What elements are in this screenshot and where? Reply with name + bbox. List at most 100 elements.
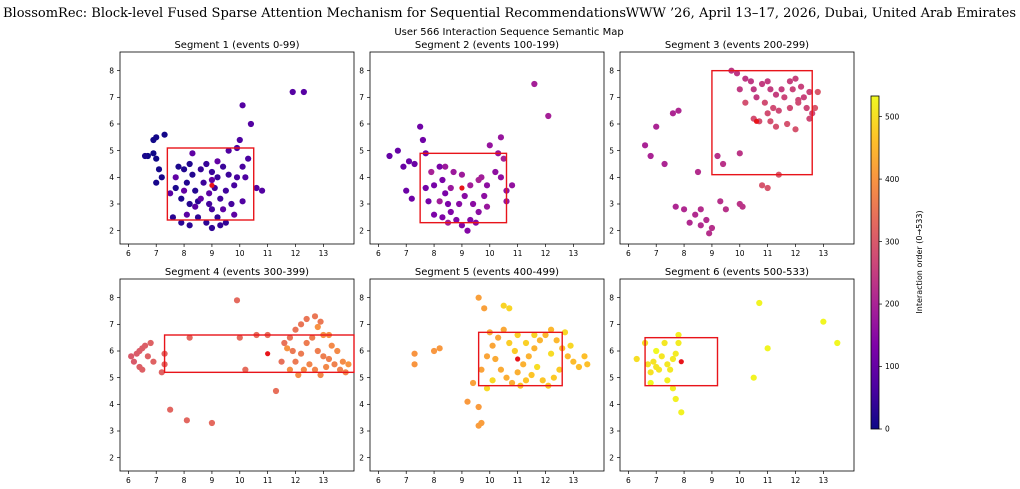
scatter-point (206, 190, 213, 197)
focus-box (711, 69, 813, 176)
scatter-point (320, 353, 327, 360)
scatter-point (669, 355, 677, 363)
scatter-point (303, 339, 310, 347)
scatter-point (183, 417, 190, 424)
scatter-point (567, 342, 574, 349)
scatter-point (331, 361, 338, 368)
scatter-point (792, 126, 799, 133)
scatter-point (233, 297, 241, 304)
scatter-point (497, 366, 505, 373)
scatter-point (386, 152, 393, 160)
scatter-point (739, 203, 746, 210)
scatter-point (661, 160, 668, 168)
y-tick-label: 6 (359, 347, 364, 356)
scatter-point (323, 363, 330, 371)
scatter-point (564, 353, 571, 360)
scatter-point (483, 182, 491, 189)
scatter-point (467, 182, 474, 189)
scatter-point (489, 377, 496, 384)
scatter-point (834, 339, 841, 347)
scatter-point (247, 120, 255, 128)
scatter-point (561, 329, 569, 336)
scatter-point (334, 347, 341, 355)
scatter-point (481, 305, 488, 312)
scatter-point (231, 211, 238, 218)
scatter-point (303, 315, 310, 323)
scatter-point (172, 184, 179, 192)
panel-title: Segment 5 (events 400-499) (415, 267, 559, 278)
scatter-point (408, 195, 415, 202)
x-tick-label: 13 (819, 476, 829, 485)
x-tick-label: 12 (791, 249, 801, 258)
scatter-point (647, 379, 654, 387)
scatter-point (756, 299, 763, 307)
colorbar-tick-label: 300 (885, 237, 900, 246)
y-tick-label: 5 (609, 373, 614, 382)
scatter-point (458, 171, 466, 178)
x-tick-label: 8 (432, 249, 437, 258)
scatter-point (411, 160, 418, 168)
scatter-point (522, 339, 530, 347)
x-tick-label: 8 (182, 476, 187, 485)
y-tick-label: 3 (359, 427, 364, 436)
scatter-point (478, 419, 485, 427)
panel-title: Segment 1 (events 0-99) (174, 40, 299, 51)
scatter-point (678, 409, 685, 416)
scatter-point (225, 171, 232, 178)
centroid-marker (209, 182, 215, 188)
panel-title: Segment 4 (events 300-399) (165, 267, 309, 278)
y-tick-label: 4 (359, 400, 364, 409)
figure-suptitle: User 566 Interaction Sequence Semantic M… (394, 27, 623, 38)
scatter-point (141, 342, 149, 349)
scatter-panel-5: Segment 5 (events 400-499) 6 7 8 9 10 11 12 13 2 3… (359, 267, 605, 485)
scatter-point (458, 222, 466, 229)
plot-frame (369, 278, 605, 472)
centroid-marker (459, 185, 465, 191)
x-tick-label: 11 (513, 476, 523, 485)
plot-frame (119, 278, 355, 472)
scatter-point (208, 206, 216, 213)
scatter-point (653, 123, 660, 130)
x-tick-label: 12 (541, 476, 551, 485)
y-tick-label: 8 (109, 293, 114, 302)
y-tick-label: 4 (609, 173, 614, 182)
scatter-point (436, 198, 443, 205)
focus-box (477, 331, 563, 387)
scatter-point (800, 94, 807, 101)
scatter-point (786, 104, 794, 112)
scatter-point (641, 142, 649, 149)
scatter-point (147, 339, 154, 347)
scatter-point (697, 222, 704, 229)
scatter-point (286, 366, 294, 373)
scatter-panel-3: Segment 3 (events 200-299) 6 7 8 9 10 11 12 13 2 3… (609, 40, 855, 258)
scatter-point (219, 163, 227, 170)
running-header-venue: WWW ’26, April 13–17, 2026, Dubai, Unite… (625, 6, 1016, 21)
scatter-point (508, 182, 516, 189)
scatter-point (747, 78, 755, 85)
scatter-point (772, 123, 780, 130)
scatter-point (806, 115, 813, 122)
scatter-point (753, 94, 760, 101)
scatter-point (650, 358, 657, 365)
scatter-point (511, 347, 518, 355)
scatter-point (231, 182, 238, 189)
scatter-point (764, 345, 771, 352)
x-tick-label: 12 (291, 249, 301, 258)
scatter-point (475, 208, 482, 216)
scatter-point (534, 363, 541, 371)
y-tick-label: 8 (609, 66, 614, 75)
scatter-point (647, 152, 654, 160)
y-tick-label: 3 (109, 200, 114, 209)
x-tick-label: 10 (735, 249, 745, 258)
scatter-point (442, 190, 449, 197)
scatter-point (481, 192, 488, 200)
scatter-point (153, 134, 160, 141)
scatter-point (289, 88, 296, 96)
scatter-point (483, 203, 491, 210)
scatter-point (495, 334, 502, 341)
scatter-point (697, 206, 704, 213)
scatter-point (208, 419, 216, 427)
scatter-point (547, 326, 555, 333)
x-tick-label: 9 (210, 249, 215, 258)
scatter-point (675, 107, 682, 114)
